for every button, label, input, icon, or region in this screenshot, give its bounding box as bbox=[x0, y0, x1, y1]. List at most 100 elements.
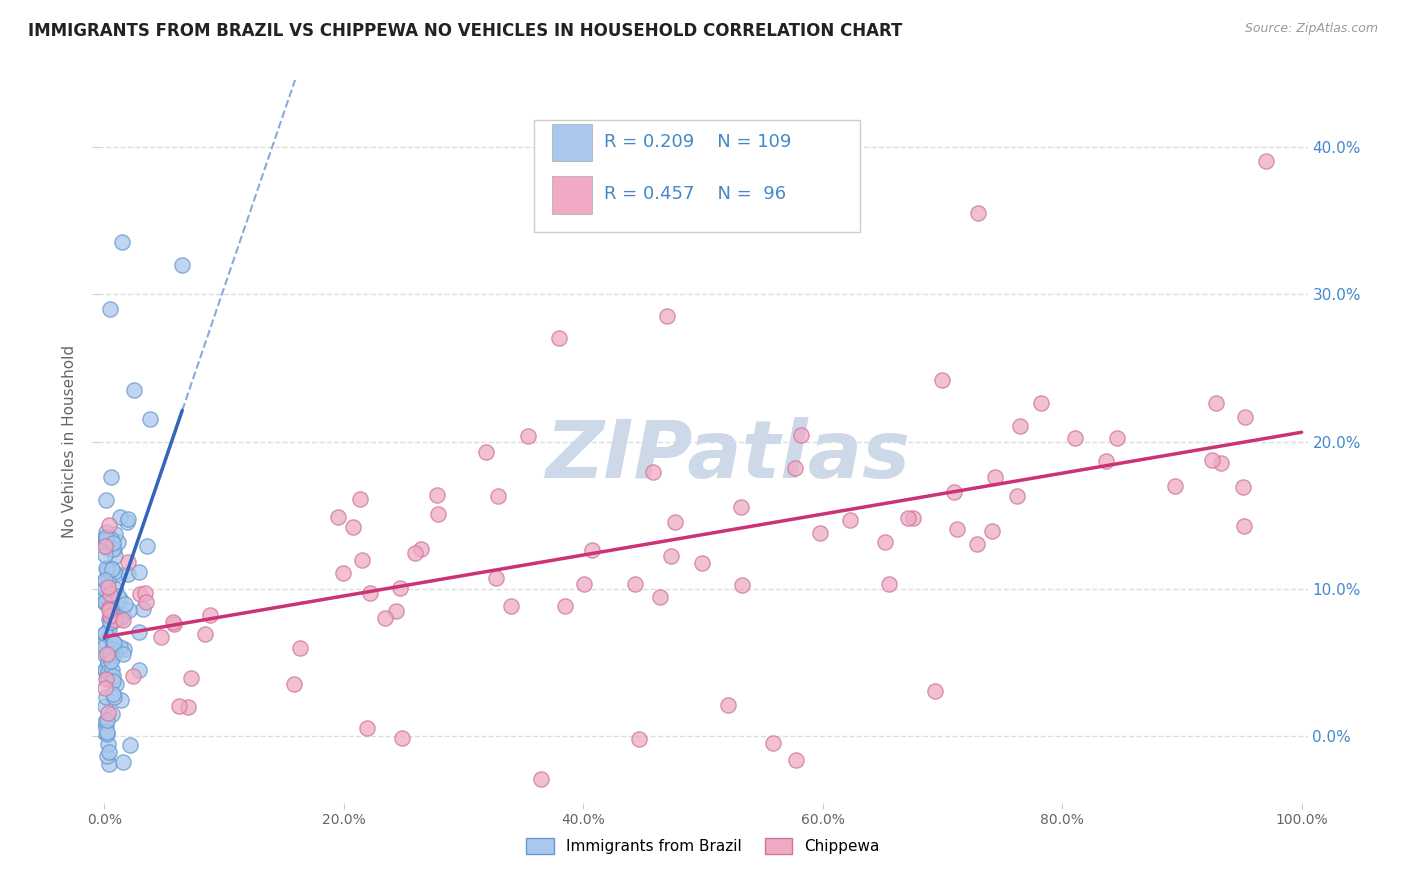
Point bbox=[574, 577, 596, 591]
Point bbox=[103, 613, 125, 627]
Point bbox=[172, 258, 194, 272]
Point bbox=[117, 567, 139, 582]
Point bbox=[100, 615, 122, 630]
Point bbox=[426, 507, 449, 521]
Point bbox=[1232, 480, 1254, 494]
Y-axis label: No Vehicles in Household: No Vehicles in Household bbox=[62, 345, 77, 538]
Point bbox=[350, 553, 373, 567]
Point bbox=[384, 604, 406, 618]
Point bbox=[167, 698, 190, 713]
Point bbox=[391, 731, 413, 745]
Point bbox=[1164, 479, 1187, 493]
Point bbox=[97, 574, 120, 588]
Point bbox=[96, 591, 118, 605]
Point bbox=[108, 592, 131, 607]
Point bbox=[100, 561, 122, 575]
Point bbox=[104, 582, 127, 597]
Point bbox=[100, 532, 122, 546]
Point bbox=[94, 672, 117, 686]
Point bbox=[94, 626, 117, 640]
Point bbox=[104, 566, 127, 581]
Point bbox=[94, 539, 117, 553]
Point bbox=[103, 690, 125, 705]
Point bbox=[110, 640, 132, 655]
Point bbox=[785, 460, 807, 475]
Point bbox=[499, 599, 522, 613]
Point bbox=[139, 412, 162, 426]
Legend: Immigrants from Brazil, Chippewa: Immigrants from Brazil, Chippewa bbox=[520, 832, 886, 860]
Point bbox=[97, 612, 120, 626]
Point bbox=[134, 585, 156, 599]
Point bbox=[332, 566, 354, 580]
Point bbox=[97, 518, 120, 533]
Point bbox=[97, 745, 120, 759]
Point bbox=[94, 590, 117, 604]
Point bbox=[903, 511, 925, 525]
Point bbox=[118, 739, 141, 753]
Point bbox=[1005, 489, 1028, 503]
Point bbox=[790, 427, 813, 442]
Point bbox=[981, 524, 1004, 538]
Point bbox=[103, 636, 125, 650]
Point bbox=[117, 515, 139, 529]
Point bbox=[1095, 454, 1118, 468]
Point bbox=[117, 555, 139, 569]
Point bbox=[100, 650, 122, 665]
Text: R = 0.457    N =  96: R = 0.457 N = 96 bbox=[603, 186, 786, 203]
Point bbox=[359, 586, 381, 600]
Point bbox=[100, 641, 122, 656]
Point bbox=[984, 470, 1007, 484]
Point bbox=[96, 539, 118, 553]
Point bbox=[1209, 457, 1232, 471]
Point bbox=[94, 548, 117, 562]
Point bbox=[112, 641, 135, 656]
Point bbox=[180, 671, 202, 685]
Point bbox=[97, 603, 120, 617]
Point bbox=[104, 646, 127, 660]
Point bbox=[762, 736, 785, 750]
Point bbox=[97, 596, 120, 610]
Point bbox=[730, 578, 752, 592]
Text: R = 0.209    N = 109: R = 0.209 N = 109 bbox=[603, 134, 792, 152]
Point bbox=[690, 556, 713, 570]
Point bbox=[97, 580, 120, 594]
Point bbox=[1233, 518, 1256, 533]
Point bbox=[374, 611, 396, 625]
Point bbox=[717, 698, 740, 712]
Point bbox=[103, 687, 125, 701]
Point bbox=[1254, 154, 1277, 169]
Point bbox=[785, 752, 807, 766]
Point bbox=[112, 647, 135, 661]
Point bbox=[101, 635, 124, 649]
Point bbox=[98, 757, 121, 772]
Point bbox=[1029, 396, 1052, 410]
Point bbox=[100, 301, 122, 316]
Point bbox=[93, 725, 115, 739]
FancyBboxPatch shape bbox=[534, 120, 860, 232]
Point bbox=[389, 581, 412, 595]
Point bbox=[100, 470, 122, 484]
Point bbox=[342, 519, 364, 533]
Point bbox=[103, 541, 125, 556]
Point bbox=[104, 549, 127, 563]
Point bbox=[93, 634, 115, 648]
Point bbox=[94, 582, 117, 596]
Point bbox=[96, 725, 118, 739]
Point bbox=[946, 522, 969, 536]
Point bbox=[623, 576, 645, 591]
Point bbox=[664, 516, 686, 530]
Point bbox=[1107, 431, 1129, 445]
Point bbox=[96, 670, 118, 684]
Point bbox=[96, 648, 118, 662]
Point bbox=[97, 562, 120, 576]
Point bbox=[103, 635, 125, 649]
Point bbox=[94, 595, 117, 609]
Point bbox=[96, 563, 118, 577]
Point bbox=[117, 512, 139, 526]
Point bbox=[163, 616, 186, 631]
Point bbox=[104, 676, 127, 690]
Point bbox=[101, 663, 124, 677]
Point bbox=[93, 533, 115, 548]
Text: ZIPatlas: ZIPatlas bbox=[544, 417, 910, 495]
Point bbox=[100, 707, 122, 722]
